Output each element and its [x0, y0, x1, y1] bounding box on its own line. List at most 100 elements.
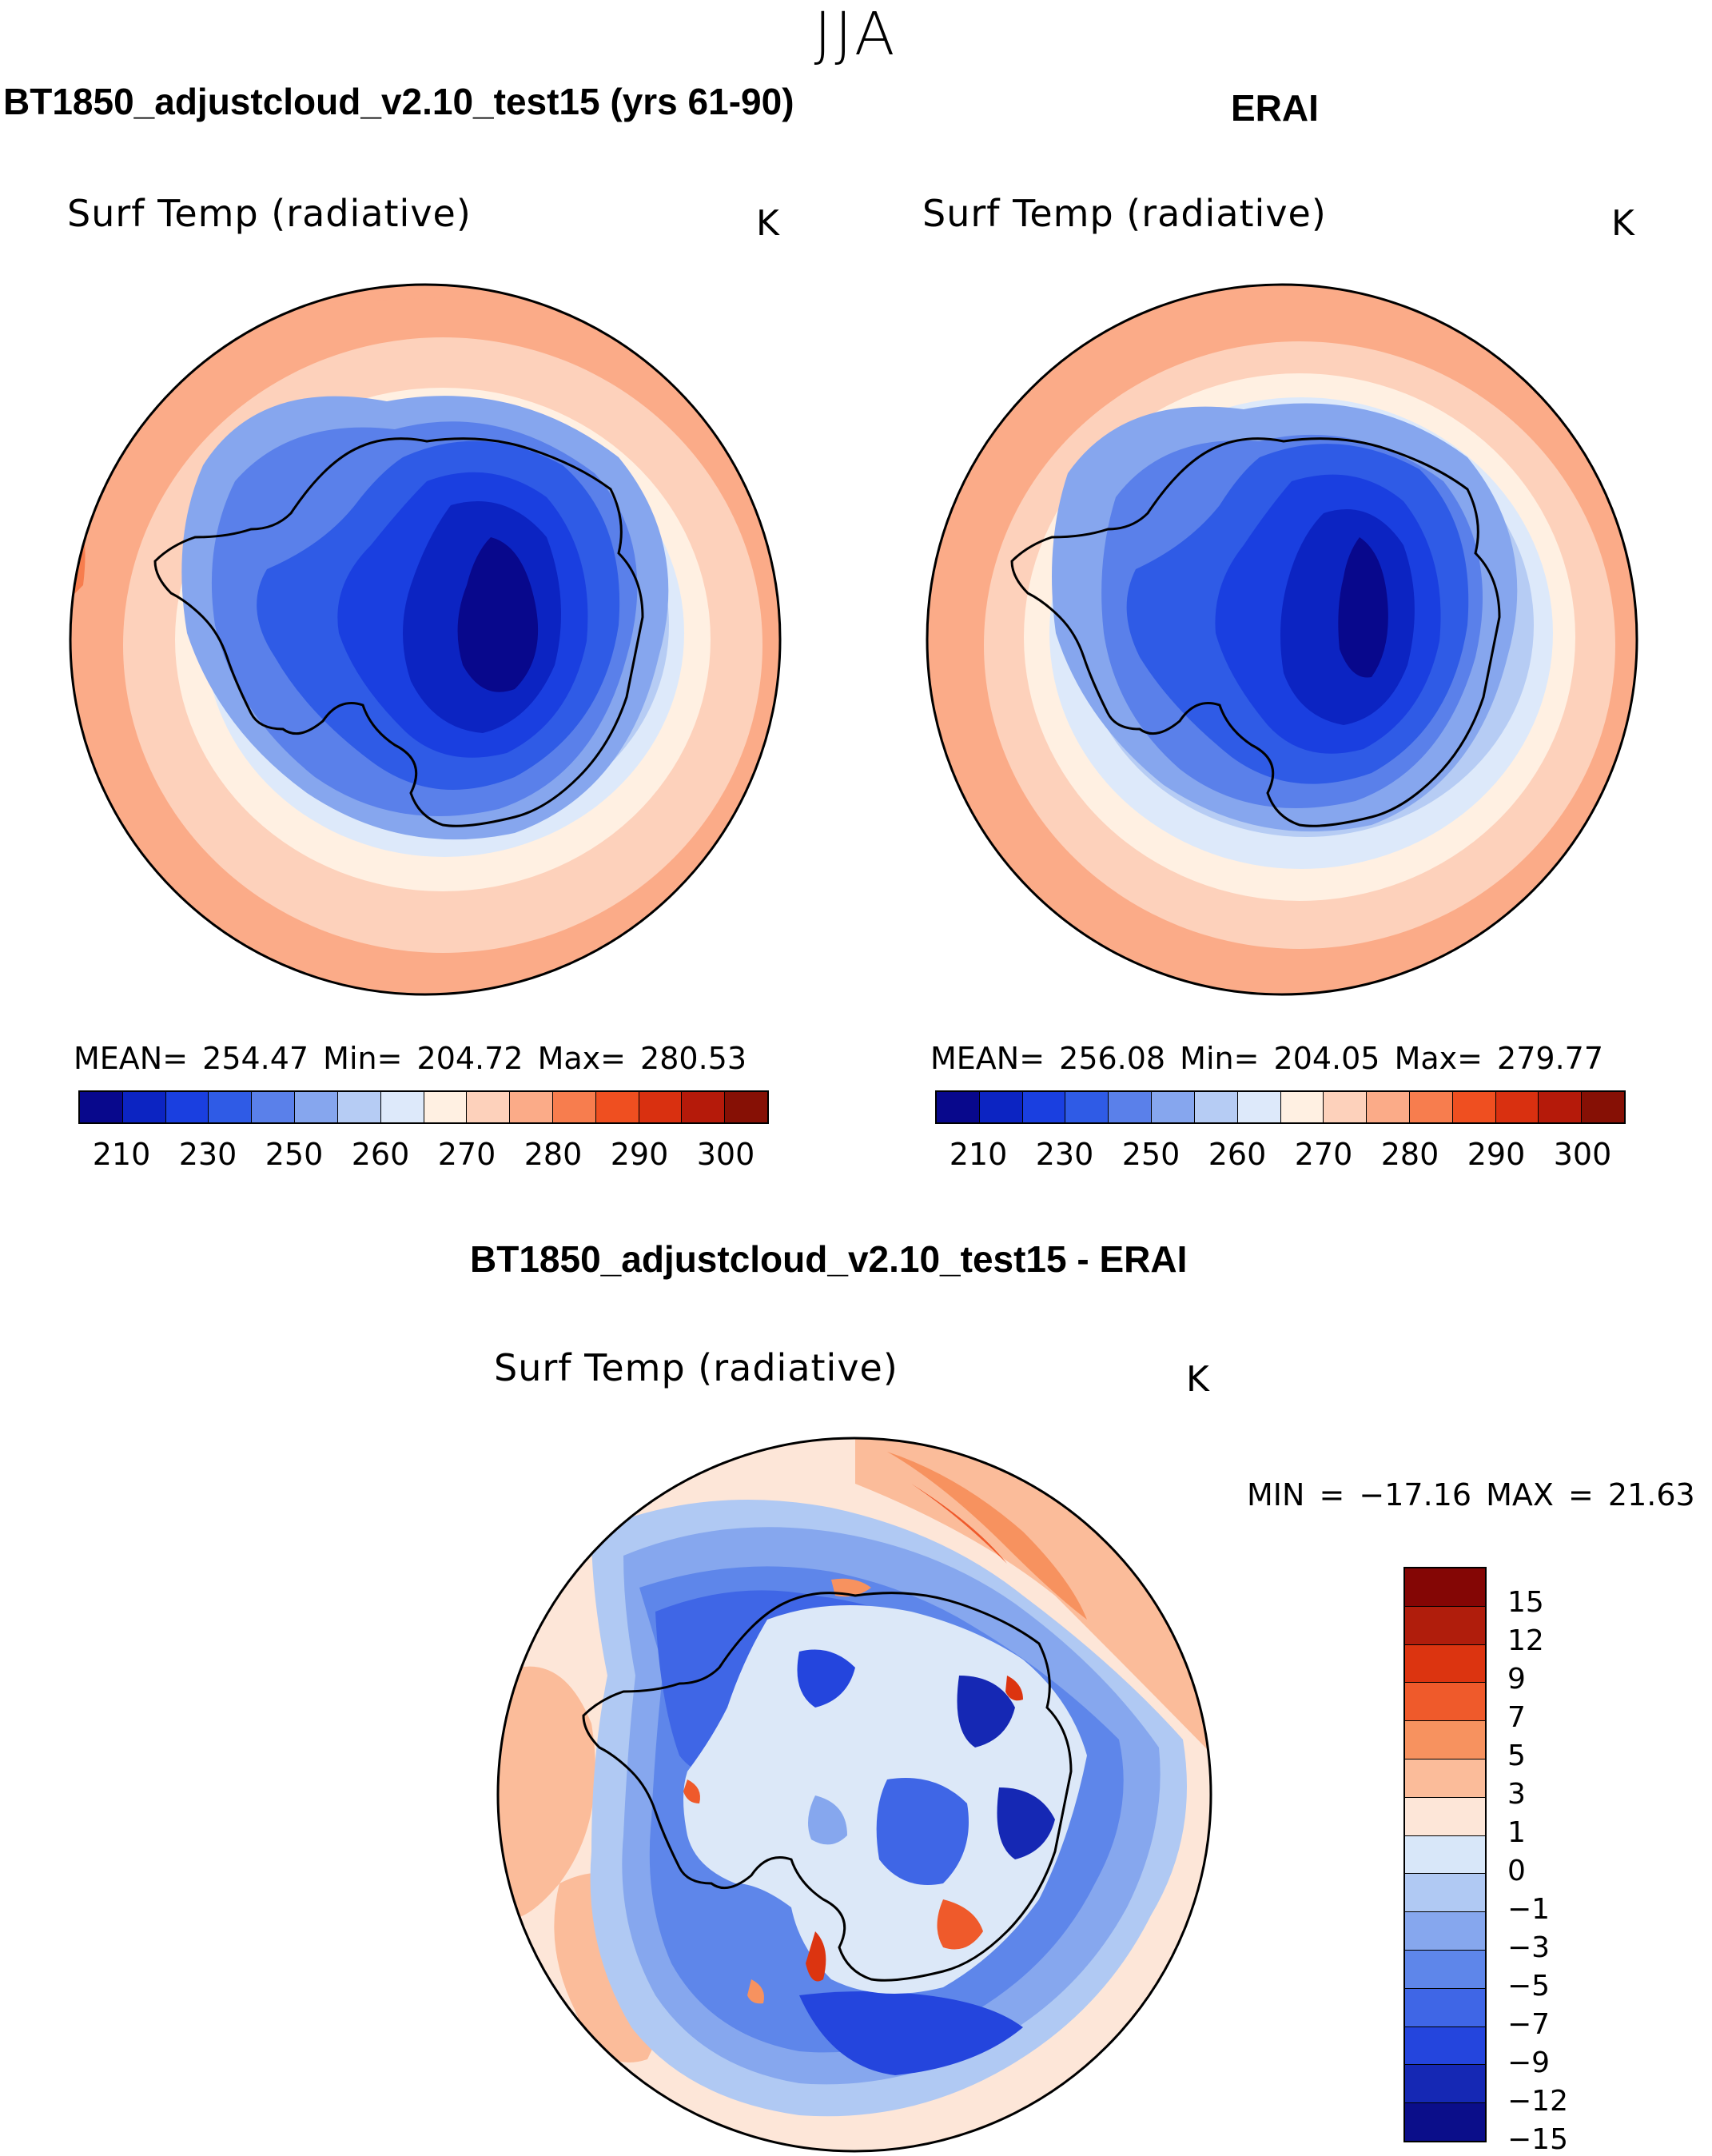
colorbar-tick-label: 300 — [1553, 1137, 1612, 1172]
colorbar-swatch — [1405, 1988, 1485, 2027]
colorbar-swatch — [209, 1092, 253, 1122]
season-title: JJA — [814, 0, 898, 69]
diff-panel-title: BT1850_adjustcloud_v2.10_test15 - ERAI — [470, 1238, 1188, 1280]
colorbar-tick-label: 1 — [1507, 1816, 1526, 1849]
colorbar-tick-label: −7 — [1507, 2008, 1551, 2041]
colorbar-swatch — [1405, 1835, 1485, 1875]
colorbar-swatch — [1409, 1092, 1453, 1122]
colorbar-swatch — [1405, 1912, 1485, 1951]
colorbar-tick-label: 12 — [1507, 1624, 1544, 1657]
colorbar-swatch — [1405, 1950, 1485, 1989]
colorbar-swatch — [1582, 1092, 1624, 1122]
colorbar-swatch — [424, 1092, 468, 1122]
colorbar-tick-label: −9 — [1507, 2046, 1551, 2079]
colorbar-swatch — [937, 1092, 980, 1122]
colorbar-swatch — [552, 1092, 596, 1122]
colorbar-tick-label: 280 — [1380, 1137, 1439, 1172]
colorbar-swatch — [80, 1092, 123, 1122]
colorbar-swatch — [1495, 1092, 1539, 1122]
colorbar-swatch — [467, 1092, 511, 1122]
colorbar-swatch — [1405, 1683, 1485, 1722]
colorbar-tick-label: 260 — [1208, 1137, 1267, 1172]
colorbar-swatch — [122, 1092, 166, 1122]
colorbar-tick-label: 5 — [1507, 1740, 1526, 1772]
colorbar-tick-label: 270 — [437, 1137, 496, 1172]
model-stats: MEAN= 254.47 Min= 204.72 Max= 280.53 — [74, 1041, 747, 1076]
colorbar-swatch — [1405, 1568, 1485, 1607]
erai-variable-label: Surf Temp (radiative) — [922, 192, 1327, 235]
colorbar-swatch — [1405, 1797, 1485, 1836]
erai-stats: MEAN= 256.08 Min= 204.05 Max= 279.77 — [930, 1041, 1604, 1076]
colorbar-tick-label: 250 — [265, 1137, 324, 1172]
colorbar-tick-label: 9 — [1507, 1663, 1526, 1696]
colorbar-swatch — [1405, 2103, 1485, 2141]
colorbar-swatch — [1452, 1092, 1496, 1122]
model-polar-map — [69, 283, 782, 996]
colorbar-tick-label: 210 — [949, 1137, 1008, 1172]
colorbar-tick-label: −5 — [1507, 1970, 1551, 2003]
colorbar-tick-label: 300 — [696, 1137, 755, 1172]
model-colorbar — [78, 1090, 769, 1124]
colorbar-swatch — [1405, 2026, 1485, 2066]
colorbar-swatch — [1324, 1092, 1368, 1122]
erai-colorbar-ticks: 210 230 250 260 270 280 290 300 — [935, 1137, 1626, 1174]
colorbar-tick-label: −3 — [1507, 1931, 1551, 1964]
erai-colorbar — [935, 1090, 1626, 1124]
colorbar-swatch — [595, 1092, 639, 1122]
colorbar-swatch — [1539, 1092, 1583, 1122]
model-panel-title: BT1850_adjustcloud_v2.10_test15 (yrs 61-… — [3, 81, 794, 122]
colorbar-tick-label: 210 — [92, 1137, 151, 1172]
colorbar-tick-label: 290 — [610, 1137, 669, 1172]
colorbar-swatch — [639, 1092, 683, 1122]
colorbar-tick-label: −12 — [1507, 2085, 1568, 2118]
colorbar-swatch — [1152, 1092, 1195, 1122]
colorbar-tick-label: 270 — [1294, 1137, 1353, 1172]
colorbar-tick-label: 280 — [524, 1137, 583, 1172]
model-colorbar-ticks: 210 230 250 260 270 280 290 300 — [78, 1137, 769, 1174]
model-variable-label: Surf Temp (radiative) — [67, 192, 472, 235]
colorbar-swatch — [295, 1092, 338, 1122]
colorbar-swatch — [725, 1092, 767, 1122]
colorbar-swatch — [337, 1092, 381, 1122]
colorbar-tick-label: −1 — [1507, 1893, 1551, 1926]
erai-polar-map — [926, 283, 1638, 996]
colorbar-tick-label: 230 — [1035, 1137, 1094, 1172]
colorbar-tick-label: 230 — [178, 1137, 237, 1172]
colorbar-swatch — [1405, 1644, 1485, 1684]
erai-unit-label: K — [1611, 203, 1634, 244]
colorbar-swatch — [1405, 1759, 1485, 1798]
colorbar-swatch — [979, 1092, 1023, 1122]
colorbar-swatch — [380, 1092, 424, 1122]
diff-polar-map — [496, 1437, 1212, 2153]
colorbar-swatch — [1367, 1092, 1410, 1122]
colorbar-tick-label: 0 — [1507, 1855, 1526, 1887]
colorbar-tick-label: 7 — [1507, 1701, 1526, 1734]
diff-variable-label: Surf Temp (radiative) — [494, 1346, 898, 1389]
colorbar-tick-label: 250 — [1121, 1137, 1180, 1172]
colorbar-tick-label: 260 — [351, 1137, 410, 1172]
colorbar-swatch — [1405, 1874, 1485, 1913]
colorbar-swatch — [1405, 1606, 1485, 1645]
colorbar-swatch — [1065, 1092, 1109, 1122]
colorbar-swatch — [1237, 1092, 1281, 1122]
colorbar-tick-label: −15 — [1507, 2123, 1568, 2156]
colorbar-swatch — [252, 1092, 296, 1122]
colorbar-swatch — [1194, 1092, 1238, 1122]
erai-panel-title: ERAI — [1231, 87, 1319, 129]
diff-unit-label: K — [1186, 1359, 1209, 1400]
colorbar-tick-label: 15 — [1507, 1586, 1544, 1619]
colorbar-swatch — [510, 1092, 553, 1122]
model-unit-label: K — [756, 203, 779, 244]
colorbar-swatch — [1022, 1092, 1066, 1122]
colorbar-tick-label: 3 — [1507, 1778, 1526, 1811]
colorbar-swatch — [165, 1092, 209, 1122]
diff-colorbar-ticks: 15 12 9 7 5 3 1 0 −1 −3 −5 −7 −9 −12 −15 — [1507, 1567, 1603, 2156]
colorbar-swatch — [1405, 1721, 1485, 1759]
colorbar-tick-label: 290 — [1467, 1137, 1526, 1172]
colorbar-swatch — [682, 1092, 726, 1122]
diff-colorbar — [1403, 1567, 1487, 2142]
colorbar-swatch — [1280, 1092, 1324, 1122]
diff-minmax: MIN = −17.16 MAX = 21.63 — [1247, 1477, 1695, 1512]
colorbar-swatch — [1109, 1092, 1153, 1122]
colorbar-swatch — [1405, 2065, 1485, 2104]
